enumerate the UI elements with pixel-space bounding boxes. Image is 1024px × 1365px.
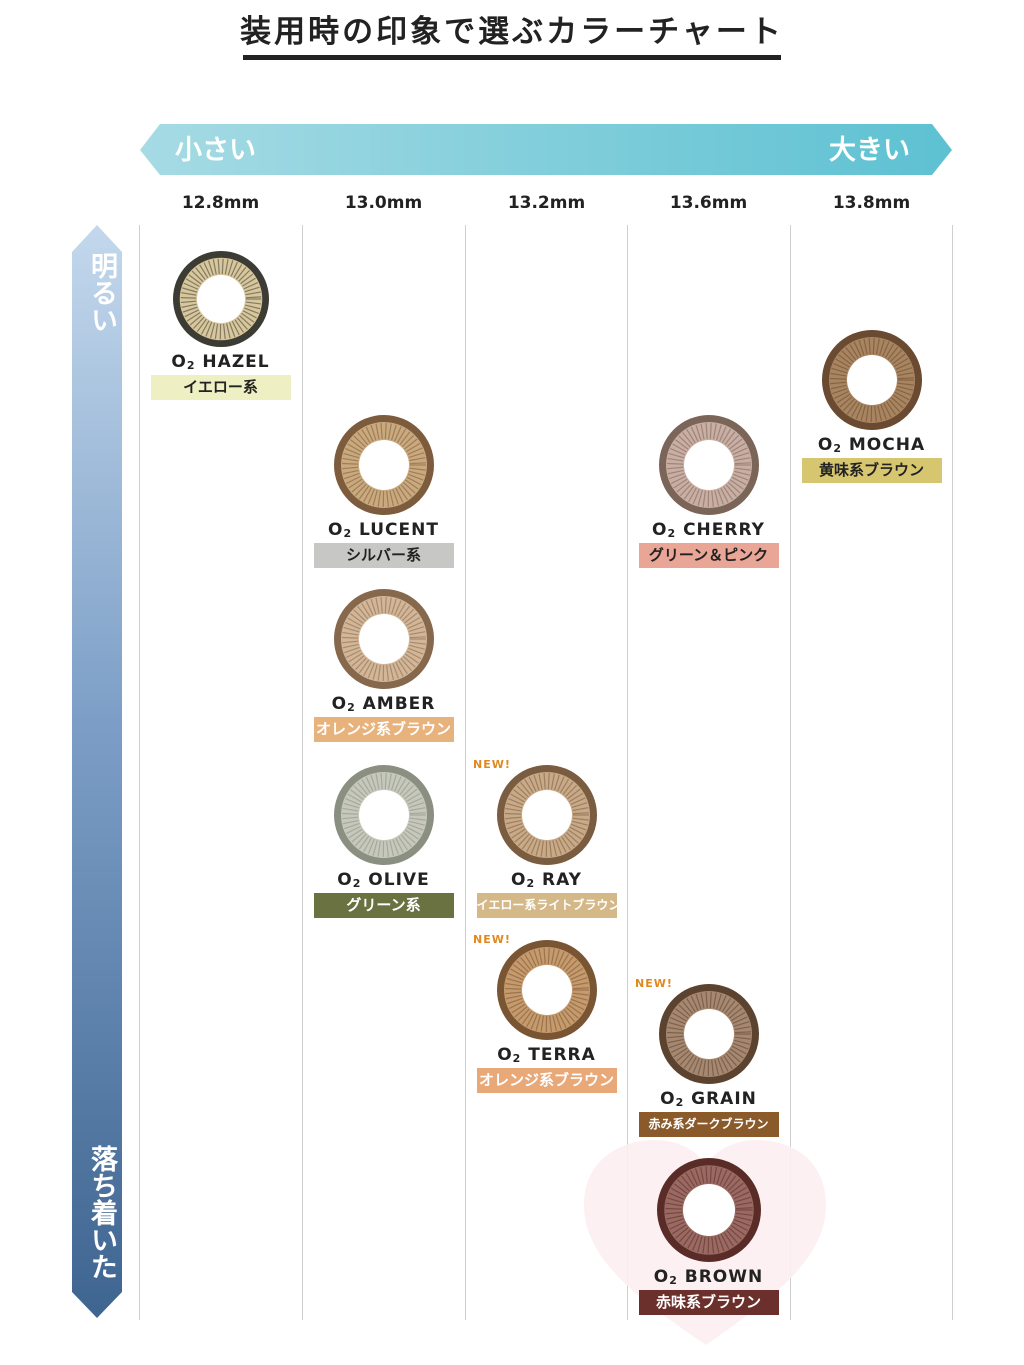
- size-label-5: 13.8mm: [832, 193, 911, 213]
- page-title: 装用時の印象で選ぶカラーチャート: [240, 14, 784, 50]
- lens-name-prefix: O: [660, 1089, 676, 1109]
- lens-category-badge: 赤み系ダークブラウン: [638, 1112, 779, 1137]
- lens-category-badge: 赤味系ブラウン: [638, 1290, 779, 1315]
- lens-card-mocha[interactable]: O2 MOCHA 黄味系ブラウン: [790, 327, 953, 487]
- lens-name-text: MOCHA: [841, 435, 926, 455]
- new-badge: NEW!: [473, 933, 511, 946]
- lens-name: O2 AMBER: [302, 694, 465, 716]
- lens-name-prefix: O: [511, 870, 527, 890]
- lens-name-prefix: O: [653, 1267, 670, 1287]
- lens-name-prefix: O: [817, 435, 834, 455]
- lens-name-prefix: O: [497, 1045, 513, 1065]
- lens-category-badge: シルバー系: [313, 543, 454, 568]
- lens-category-badge: イエロー系ライトブラウン: [476, 893, 617, 918]
- lens-image: [333, 765, 434, 865]
- lens-card-terra[interactable]: O2 TERRA オレンジ系ブラウン: [465, 937, 628, 1097]
- lens-card-brown[interactable]: O2 BROWN 赤味系ブラウン: [627, 1155, 790, 1319]
- lens-category-badge: オレンジ系ブラウン: [476, 1068, 617, 1093]
- new-badge: NEW!: [635, 977, 673, 990]
- column-divider: [302, 225, 303, 1320]
- lens-name: O2 MOCHA: [790, 435, 953, 457]
- lens-name-prefix: O: [652, 520, 668, 540]
- lens-card-ray[interactable]: O2 RAY イエロー系ライトブラウン: [465, 762, 628, 922]
- size-label-4: 13.6mm: [669, 193, 748, 213]
- lens-name-text: BROWN: [677, 1267, 764, 1287]
- lens-card-grain[interactable]: O2 GRAIN 赤み系ダークブラウン: [627, 981, 790, 1141]
- lens-name: O2 TERRA: [465, 1045, 628, 1067]
- lens-name-prefix: O: [331, 694, 348, 714]
- lens-category-badge: グリーン＆ピンク: [638, 543, 779, 568]
- lens-name-subscript: 2: [186, 359, 196, 372]
- lens-name: O2 BROWN: [627, 1267, 790, 1289]
- lens-name-subscript: 2: [675, 1096, 685, 1109]
- size-label-3: 13.2mm: [507, 193, 586, 213]
- lens-category-badge: グリーン系: [313, 893, 454, 918]
- lens-name-subscript: 2: [526, 877, 536, 890]
- lens-category-badge: オレンジ系ブラウン: [313, 717, 454, 742]
- column-divider: [465, 225, 466, 1320]
- size-axis-arrow: [140, 124, 952, 175]
- lens-name-text: AMBER: [355, 694, 436, 714]
- lens-category-badge: 黄味系ブラウン: [801, 458, 942, 483]
- lens-image: [821, 330, 922, 430]
- lens-image: [333, 415, 434, 515]
- lens-name-subscript: 2: [512, 1052, 522, 1065]
- lens-name-subscript: 2: [667, 527, 677, 540]
- bright-label: 明るい: [86, 252, 117, 333]
- lens-image: [496, 940, 597, 1040]
- lens-image: [496, 765, 597, 865]
- lens-image: [656, 1158, 761, 1262]
- lens-name-subscript: 2: [833, 442, 842, 455]
- column-divider: [790, 225, 791, 1320]
- column-divider: [952, 225, 953, 1320]
- new-badge: NEW!: [473, 758, 511, 771]
- lens-name-prefix: O: [328, 520, 344, 540]
- lens-name-subscript: 2: [352, 877, 362, 890]
- lens-name: O2 OLIVE: [302, 870, 465, 892]
- size-large-label: 大きい: [829, 135, 910, 166]
- lens-name: O2 GRAIN: [627, 1089, 790, 1111]
- lens-card-amber[interactable]: O2 AMBER オレンジ系ブラウン: [302, 586, 465, 746]
- size-label-2: 13.0mm: [344, 193, 423, 213]
- lens-image: [658, 415, 759, 515]
- lens-card-lucent[interactable]: O2 LUCENT シルバー系: [302, 412, 465, 572]
- size-label-1: 12.8mm: [181, 193, 260, 213]
- brightness-axis-arrow: [72, 225, 122, 1318]
- lens-category-badge: イエロー系: [150, 375, 291, 400]
- column-divider: [139, 225, 140, 1320]
- lens-name: O2 RAY: [465, 870, 628, 892]
- title-underline: [243, 55, 781, 60]
- lens-card-cherry[interactable]: O2 CHERRY グリーン＆ピンク: [627, 412, 790, 572]
- lens-image: [333, 589, 434, 689]
- lens-name-text: RAY: [535, 870, 582, 890]
- lens-image: [658, 984, 759, 1084]
- lens-name-prefix: O: [171, 352, 187, 372]
- lens-name: O2 CHERRY: [627, 520, 790, 542]
- lens-name-prefix: O: [337, 870, 353, 890]
- lens-name-text: LUCENT: [352, 520, 439, 540]
- size-small-label: 小さい: [175, 135, 256, 166]
- lens-card-hazel[interactable]: O2 HAZEL イエロー系: [139, 248, 302, 404]
- lens-name-text: TERRA: [521, 1045, 596, 1065]
- lens-name: O2 LUCENT: [302, 520, 465, 542]
- lens-name-text: HAZEL: [195, 352, 270, 372]
- lens-name-subscript: 2: [347, 701, 356, 714]
- lens-name-subscript: 2: [343, 527, 353, 540]
- lens-name-text: GRAIN: [684, 1089, 757, 1109]
- lens-name: O2 HAZEL: [139, 352, 302, 374]
- lens-name-text: CHERRY: [676, 520, 765, 540]
- lens-image: [172, 251, 269, 347]
- lens-name-text: OLIVE: [361, 870, 430, 890]
- lens-card-olive[interactable]: O2 OLIVE グリーン系: [302, 762, 465, 922]
- size-labels: 12.8mm 13.0mm 13.2mm 13.6mm 13.8mm: [0, 193, 1024, 223]
- lens-name-subscript: 2: [669, 1274, 678, 1287]
- calm-label: 落ち着いた: [86, 1145, 117, 1280]
- column-divider: [627, 225, 628, 1320]
